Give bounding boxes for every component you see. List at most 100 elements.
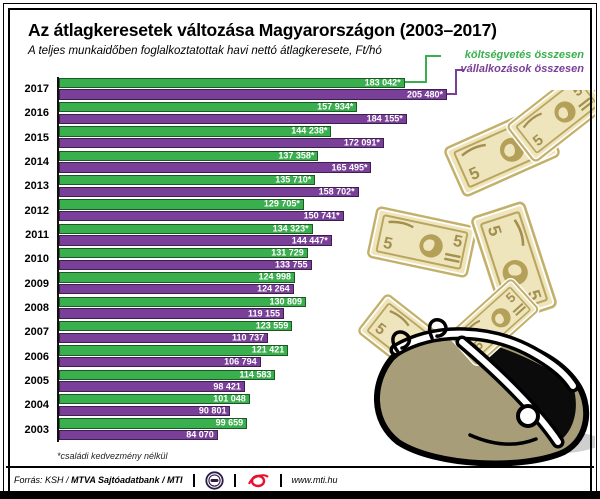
bar-budget: 135 710*: [59, 174, 316, 186]
purse-crease: [468, 433, 538, 446]
bar-value-label: 134 323*: [272, 223, 309, 234]
purse-hook-left: [391, 330, 412, 354]
bar-business: 106 794: [59, 356, 261, 368]
bar-business: 133 755: [59, 259, 312, 271]
bar-budget: 130 809: [59, 296, 306, 307]
chart-row-2004: 2004 101 048 90 801: [16, 393, 447, 418]
bar-value-label: 172 091*: [343, 137, 380, 148]
year-label: 2017: [24, 83, 49, 96]
purse-frame-bottom: [459, 339, 561, 445]
bar-business: 158 702*: [59, 186, 359, 198]
bar-value-label: 119 155: [247, 308, 280, 319]
purse-hook-right: [427, 318, 448, 340]
year-label: 2013: [24, 180, 49, 193]
bar-group: 183 042* 205 480*: [57, 77, 447, 102]
bar-budget: 101 048: [59, 393, 250, 405]
bar-value-label: 90 801: [198, 405, 227, 416]
chart-row-2009: 2009 124 998 124 264: [16, 271, 447, 296]
bar-group: 137 358* 165 495*: [57, 149, 447, 175]
page-subtitle: A teljes munkaidőben foglalkoztatottak h…: [28, 45, 382, 57]
bar-group: 144 238* 172 091*: [57, 125, 447, 150]
bar-group: 130 809 119 155: [57, 295, 447, 321]
bar-budget: 129 705*: [59, 199, 304, 210]
year-label: 2008: [24, 302, 49, 315]
bar-value-label: 157 934*: [317, 101, 354, 112]
chart-row-2003: 2003 99 659 84 070: [16, 417, 447, 442]
bar-value-label: 144 238*: [291, 125, 328, 136]
bar-group: 101 048 90 801: [57, 393, 447, 418]
bar-business: 98 421: [59, 381, 245, 392]
bar-value-label: 205 480*: [406, 89, 443, 100]
bar-group: 157 934* 184 155*: [57, 101, 447, 126]
money-purse-illustration: 5 5: [352, 90, 595, 467]
year-label: 2012: [24, 204, 49, 217]
bar-value-label: 124 998: [258, 271, 292, 282]
chart-row-2011: 2011 134 323* 144 447*: [16, 222, 447, 248]
legend-item-business: vállalkozások összesen: [460, 63, 584, 75]
bar-business: 144 447*: [59, 235, 332, 246]
bar-value-label: 133 755: [275, 259, 308, 270]
year-label: 2016: [24, 107, 49, 120]
chart-row-2007: 2007 123 559 110 737: [16, 320, 447, 345]
chart-row-2006: 2006 121 421 106 794: [16, 344, 447, 369]
chart-row-2017: 2017 183 042* 205 480*: [16, 77, 447, 102]
bar-value-label: 106 794: [224, 356, 257, 367]
page-title: Az átlagkeresetek változása Magyarország…: [28, 20, 497, 40]
bar-budget: 137 358*: [59, 150, 319, 161]
bar-group: 135 710* 158 702*: [57, 174, 447, 199]
bar-value-label: 114 583: [239, 369, 272, 380]
bar-value-label: 184 155*: [366, 113, 403, 124]
footer-separator: [279, 473, 282, 487]
bar-business: 124 264: [59, 283, 294, 295]
bar-group: 124 998 124 264: [57, 271, 447, 296]
purse-clasp: [516, 404, 540, 428]
bar-business: 184 155*: [59, 113, 407, 125]
bar-value-label: 110 737: [232, 332, 265, 343]
bar-value-label: 137 358*: [278, 150, 315, 161]
year-label: 2015: [24, 131, 49, 144]
coin-purse: [374, 279, 595, 467]
footer-separator: [192, 473, 195, 487]
year-label: 2011: [25, 229, 49, 242]
bar-group: 99 659 84 070: [57, 417, 447, 442]
bar-value-label: 150 741*: [303, 210, 340, 221]
bar-business: 84 070: [59, 430, 218, 441]
legend-leader-lines: [404, 55, 464, 95]
bar-budget: 114 583: [59, 369, 276, 380]
bar-value-label: 101 048: [213, 393, 246, 404]
bar-business: 205 480*: [59, 89, 447, 100]
bar-budget: 124 998: [59, 271, 296, 283]
bar-business: 172 091*: [59, 137, 384, 149]
mtva-logo-icon: [204, 470, 224, 490]
year-label: 2003: [24, 423, 49, 436]
year-label: 2009: [24, 277, 49, 290]
chart-row-2010: 2010 131 729 133 755: [16, 247, 447, 272]
bar-value-label: 131 729: [271, 247, 304, 258]
chart-row-2013: 2013 135 710* 158 702*: [16, 174, 447, 199]
year-label: 2010: [24, 253, 49, 266]
source-text: Forrás: KSH / MTVA Sajtóadatbank / MTI: [14, 475, 183, 485]
bar-value-label: 144 447*: [291, 235, 328, 246]
footer-divider: [6, 466, 594, 468]
year-label: 2005: [24, 375, 49, 388]
chart-row-2014: 2014 137 358* 165 495*: [16, 149, 447, 175]
bar-budget: 183 042*: [59, 77, 405, 88]
bar-value-label: 158 702*: [318, 186, 355, 197]
bar-value-label: 124 264: [257, 283, 290, 294]
year-label: 2007: [24, 326, 49, 339]
bar-budget: 134 323*: [59, 223, 313, 234]
bar-value-label: 121 421: [251, 344, 285, 355]
year-label: 2014: [24, 156, 49, 169]
bar-group: 121 421 106 794: [57, 344, 447, 369]
purse-frame-top: [393, 330, 576, 389]
chart-row-2012: 2012 129 705* 150 741*: [16, 198, 447, 223]
bar-value-label: 130 809: [269, 296, 302, 307]
legend-item-budget: költségvetés összesen: [464, 49, 584, 61]
bar-group: 134 323* 144 447*: [57, 222, 447, 248]
year-label: 2006: [24, 350, 49, 363]
bar-value-label: 98 421: [213, 381, 241, 392]
bottom-black-bar: [0, 491, 600, 499]
wage-bar-chart: 2017 183 042* 205 480* 2016 157 934* 184 155*…: [16, 77, 447, 442]
bar-group: 131 729 133 755: [57, 247, 447, 272]
mti-logo-icon: [247, 474, 269, 488]
